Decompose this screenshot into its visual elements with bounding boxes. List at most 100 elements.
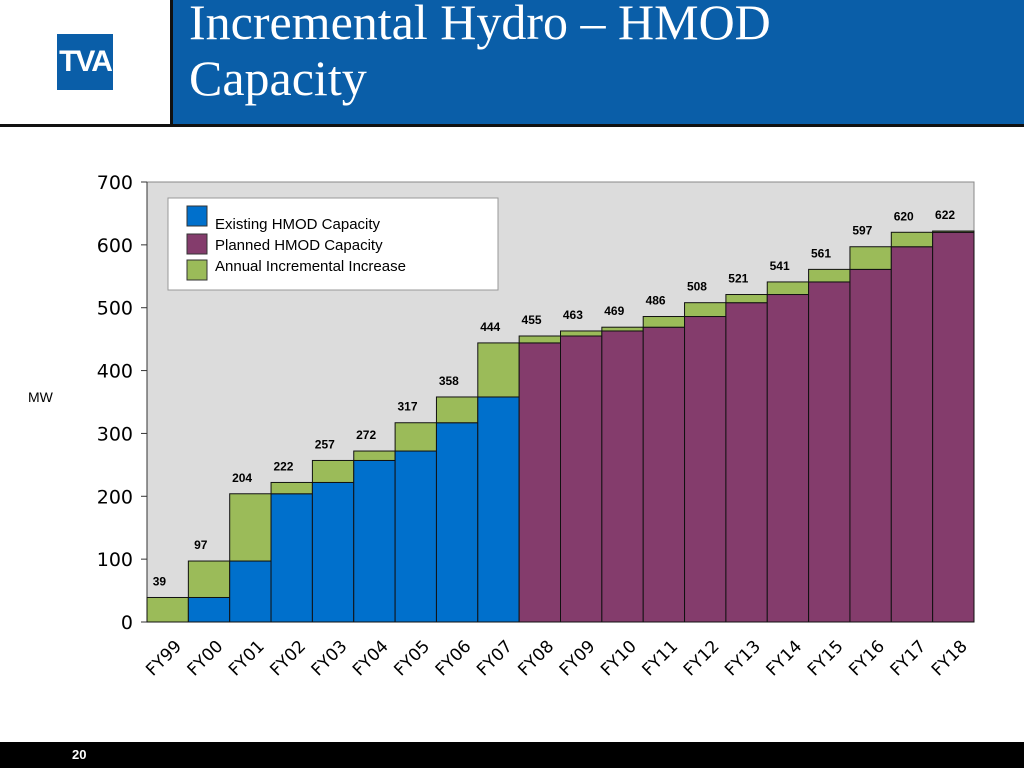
data-label: 541 [770, 259, 790, 273]
data-label: 486 [646, 294, 666, 308]
bar-planned [849, 268, 892, 623]
title-divider [0, 124, 1024, 127]
bar-planned [518, 342, 562, 623]
tva-logo: TVA [57, 34, 113, 90]
y-tick-label: 500 [97, 298, 133, 320]
x-tick-label: FY08 [514, 637, 558, 681]
bar-increment [353, 450, 396, 461]
x-tick-label: FY17 [887, 637, 931, 681]
bar-planned [890, 246, 934, 623]
legend-swatch [186, 259, 208, 281]
bar-planned [725, 302, 768, 623]
x-tick-label: FY07 [473, 637, 517, 681]
data-label: 358 [439, 374, 459, 388]
data-label: 444 [480, 320, 500, 334]
data-label: 455 [522, 313, 542, 327]
bar-increment [601, 326, 644, 332]
legend-swatch [186, 205, 208, 227]
bar-existing [229, 560, 272, 623]
y-tick-label: 100 [97, 549, 133, 571]
bar-existing [477, 396, 520, 623]
x-tick-label: FY12 [680, 637, 724, 681]
legend-label: Planned HMOD Capacity [215, 237, 383, 254]
logo-area: TVA [0, 0, 170, 124]
footer-bar: 20 [0, 742, 1024, 768]
legend-swatch [186, 233, 208, 255]
bar-existing [270, 493, 313, 623]
x-tick-label: FY16 [845, 637, 889, 681]
bar-increment [270, 481, 313, 495]
bar-increment [808, 268, 851, 283]
bar-planned [766, 294, 810, 623]
bar-existing [394, 450, 437, 623]
bar-increment [684, 302, 727, 318]
bar-planned [808, 281, 851, 623]
x-tick-label: FY10 [597, 637, 641, 681]
bar-increment [435, 396, 479, 424]
y-tick-label: 400 [97, 361, 133, 383]
y-tick-label: 0 [121, 612, 133, 634]
data-label: 272 [356, 428, 376, 442]
page-title: Incremental Hydro – HMOD Capacity [189, 0, 771, 106]
bar-increment [766, 281, 810, 296]
bar-increment [890, 231, 934, 248]
data-label: 204 [232, 471, 252, 485]
data-label: 317 [397, 400, 417, 414]
x-tick-label: FY13 [721, 637, 765, 681]
page-number: 20 [72, 747, 87, 762]
y-tick-label: 700 [97, 172, 133, 194]
x-tick-label: FY03 [308, 637, 352, 681]
x-tick-label: FY14 [763, 637, 807, 681]
data-label: 39 [153, 574, 167, 588]
data-label: 597 [852, 224, 872, 238]
data-label: 622 [935, 208, 955, 222]
bar-increment [849, 246, 892, 270]
hmod-capacity-chart: 0 100 200 300 400 500 600 700 MW 39 FY99 97 FY00 204 F… [28, 172, 975, 681]
data-label: 469 [604, 304, 624, 318]
y-tick-label: 300 [97, 423, 133, 445]
bar-increment [932, 230, 975, 233]
x-tick-label: FY99 [142, 637, 186, 681]
x-tick-label: FY01 [225, 637, 269, 681]
title-line-2: Capacity [189, 50, 367, 106]
x-tick-label: FY04 [349, 637, 393, 681]
x-tick-label: FY11 [638, 637, 682, 681]
bar-increment [146, 596, 189, 623]
y-tick-label: 600 [97, 235, 133, 257]
bar-planned [601, 330, 644, 623]
x-tick-label: FY06 [432, 637, 476, 681]
data-label: 222 [273, 459, 293, 473]
data-label: 463 [563, 308, 583, 322]
bar-increment [642, 316, 686, 328]
legend [167, 197, 499, 291]
data-label: 97 [194, 538, 208, 552]
data-label: 620 [894, 209, 914, 223]
x-tick-label: FY18 [928, 637, 972, 681]
x-tick-label: FY09 [556, 637, 600, 681]
bar-planned [560, 335, 603, 623]
bar-planned [932, 231, 975, 623]
bar-existing [187, 596, 231, 623]
x-tick-label: FY15 [804, 637, 848, 681]
bar-increment [725, 294, 768, 304]
data-label: 508 [687, 280, 707, 294]
bar-planned [684, 316, 727, 623]
bar-increment [394, 422, 437, 452]
y-tick-label: 200 [97, 486, 133, 508]
bar-increment [229, 493, 272, 562]
bar-increment [560, 330, 603, 337]
data-label: 521 [728, 272, 748, 286]
bar-existing [435, 422, 479, 623]
bar-increment [311, 459, 355, 483]
bar-increment [518, 335, 562, 344]
bar-increment [187, 560, 231, 598]
x-tick-label: FY00 [184, 637, 228, 681]
data-label: 561 [811, 246, 831, 260]
legend-label: Annual Incremental Increase [215, 258, 406, 275]
x-tick-label: FY05 [390, 637, 434, 681]
title-bar: Incremental Hydro – HMOD Capacity [170, 0, 1024, 124]
y-axis-label: MW [28, 389, 54, 405]
bar-existing [353, 459, 396, 623]
bar-planned [642, 326, 686, 623]
x-tick-label: FY02 [266, 637, 310, 681]
